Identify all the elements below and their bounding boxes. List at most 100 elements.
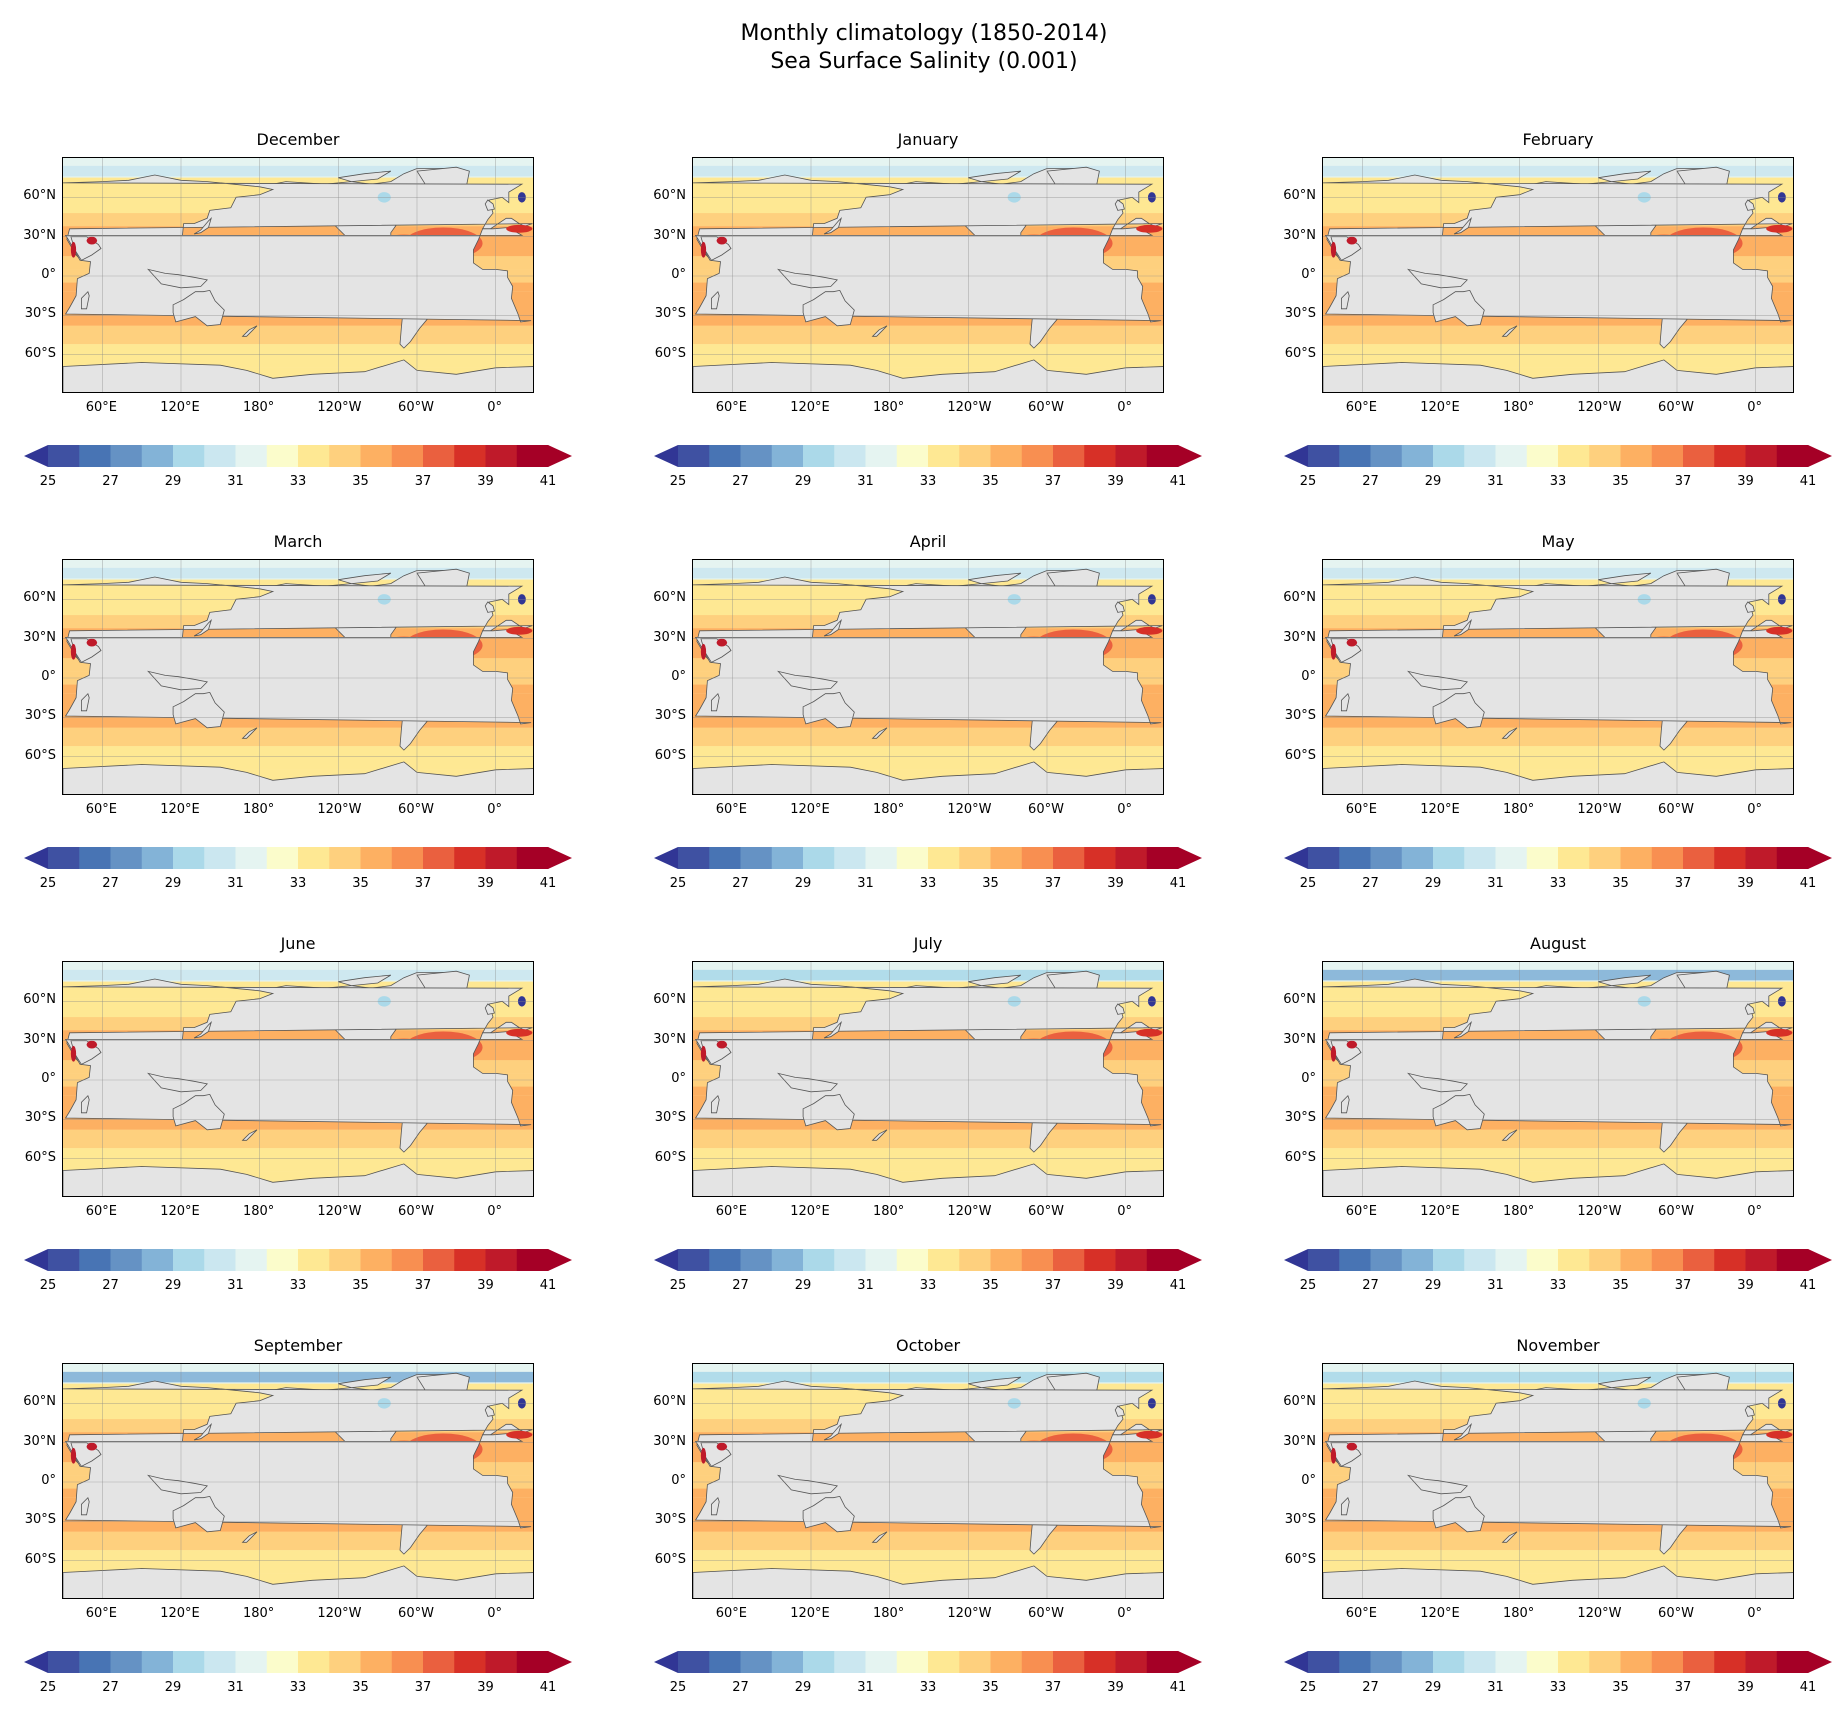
y-tick-label: 60°N	[23, 992, 56, 1008]
colorbar-bin	[48, 1249, 80, 1271]
land-indonesia	[777, 268, 839, 289]
colorbar-bin	[1745, 847, 1778, 869]
y-tick-label: 60°S	[654, 747, 686, 763]
figure-title-line2: Sea Surface Salinity (0.001)	[770, 49, 1078, 74]
land-new-zealand	[871, 727, 888, 739]
land-new-zealand	[241, 1531, 258, 1543]
marginal-sea	[1330, 643, 1337, 660]
y-tick-label: 60°N	[1283, 1394, 1316, 1410]
salinity-band	[693, 344, 1163, 368]
marginal-sea	[700, 241, 707, 258]
colorbar-tick-label: 25	[39, 474, 57, 489]
colorbar-tick-label: 27	[732, 474, 749, 489]
colorbar-canvas	[1284, 847, 1832, 869]
colorbar-canvas	[24, 1651, 572, 1673]
colorbar-bin	[709, 1651, 741, 1673]
y-tick-label: 30°N	[1283, 629, 1316, 645]
colorbar-bin	[678, 1249, 710, 1271]
salinity-map	[1322, 1363, 1794, 1599]
land-africa	[694, 1433, 1162, 1529]
marginal-sea	[1330, 1045, 1337, 1062]
colorbar-bin	[204, 445, 236, 467]
colorbar-bin	[391, 445, 424, 467]
land-japan	[193, 618, 213, 637]
marginal-sea	[506, 1430, 533, 1439]
marginal-sea	[1136, 1430, 1163, 1439]
colorbar-bin	[896, 847, 929, 869]
colorbar-bin	[266, 847, 299, 869]
colorbar-bin	[1084, 847, 1116, 869]
x-tick-label: 180°	[242, 400, 275, 415]
colorbar-bin	[959, 445, 991, 467]
marginal-sea	[86, 1442, 98, 1451]
colorbar-tick-label: 35	[352, 876, 369, 891]
x-tick-label: 0°	[1117, 400, 1133, 415]
colorbar-tick-label: 35	[1612, 876, 1629, 891]
marginal-sea	[1766, 1430, 1793, 1439]
colorbar-tick-label: 25	[669, 876, 687, 891]
salinity-band	[693, 1531, 1163, 1551]
colorbar-bin	[771, 1249, 804, 1271]
colorbar-bin	[204, 1651, 236, 1673]
land-japan	[823, 216, 843, 235]
colorbar-tick-label: 41	[1799, 1680, 1817, 1695]
colorbar-bin	[516, 1651, 549, 1673]
colorbar: 25 27 29 31 33 35 37 39 41	[24, 445, 572, 491]
colorbar-tick-label: 31	[857, 474, 874, 489]
y-tick-label: 30°S	[654, 708, 686, 724]
colorbar-bin	[235, 847, 268, 869]
salinity-band	[63, 344, 533, 368]
colorbar-bin	[771, 445, 804, 467]
colorbar-bin	[740, 1651, 773, 1673]
colorbar-bin	[990, 1249, 1023, 1271]
colorbar-extend-high	[1808, 445, 1832, 467]
colorbar-extend-low	[24, 445, 48, 467]
land-japan	[823, 618, 843, 637]
panel-may: May 120°E 180° 120°W 60°W 0° 60°E 60°N 30°N 0° 30°…	[1260, 532, 1832, 932]
map-canvas	[1323, 560, 1793, 794]
salinity-band	[1323, 727, 1793, 747]
marginal-sea	[1136, 1028, 1163, 1037]
salinity-band	[63, 325, 533, 345]
arctic-low-salinity	[1323, 1371, 1793, 1383]
x-tick-label: 120°E	[1420, 1606, 1460, 1621]
x-tick-label: 180°	[242, 802, 275, 817]
colorbar-canvas	[654, 847, 1202, 869]
colorbar-bin	[1620, 847, 1653, 869]
colorbar-tick-label: 39	[1107, 1278, 1124, 1293]
y-tick-label: 0°	[1301, 669, 1316, 684]
colorbar-bin	[1683, 1651, 1715, 1673]
colorbar-bin	[1495, 1651, 1528, 1673]
y-tick-label: 60°N	[1283, 992, 1316, 1008]
x-tick-label: 60°W	[398, 1204, 434, 1219]
colorbar-bin	[110, 1249, 143, 1271]
colorbar-bin	[391, 1651, 424, 1673]
land-antarctica	[693, 1163, 1163, 1196]
colorbar-extend-low	[654, 847, 678, 869]
y-tick-label: 30°S	[1284, 1512, 1316, 1528]
panel-september: September 120°E 180° 120°W 60°W 0° 60°E 60°N 30°…	[0, 1336, 572, 1736]
marginal-sea	[716, 1040, 728, 1049]
land-new-zealand	[241, 1129, 258, 1141]
colorbar-bin	[1401, 847, 1434, 869]
marginal-sea	[1766, 224, 1793, 233]
y-tick-label: 30°N	[653, 629, 686, 645]
colorbar-tick-label: 25	[1299, 474, 1317, 489]
colorbar-bin	[173, 1249, 205, 1271]
marginal-sea	[506, 224, 533, 233]
colorbar-bin	[48, 847, 80, 869]
colorbar-bin	[110, 445, 143, 467]
x-tick-label: 120°E	[790, 802, 830, 817]
colorbar-bin	[1146, 1249, 1179, 1271]
y-tick-label: 30°S	[1284, 306, 1316, 322]
colorbar-bin	[266, 445, 299, 467]
land-indonesia	[147, 1474, 209, 1495]
colorbar-bin	[1308, 1249, 1340, 1271]
land-arctic-islands	[1598, 572, 1652, 585]
land-uk	[1114, 601, 1125, 613]
salinity-map	[692, 559, 1164, 795]
colorbar-bin	[1308, 847, 1340, 869]
salinity-band	[63, 727, 533, 747]
colorbar-bin	[298, 847, 330, 869]
colorbar-bin	[1053, 1651, 1085, 1673]
